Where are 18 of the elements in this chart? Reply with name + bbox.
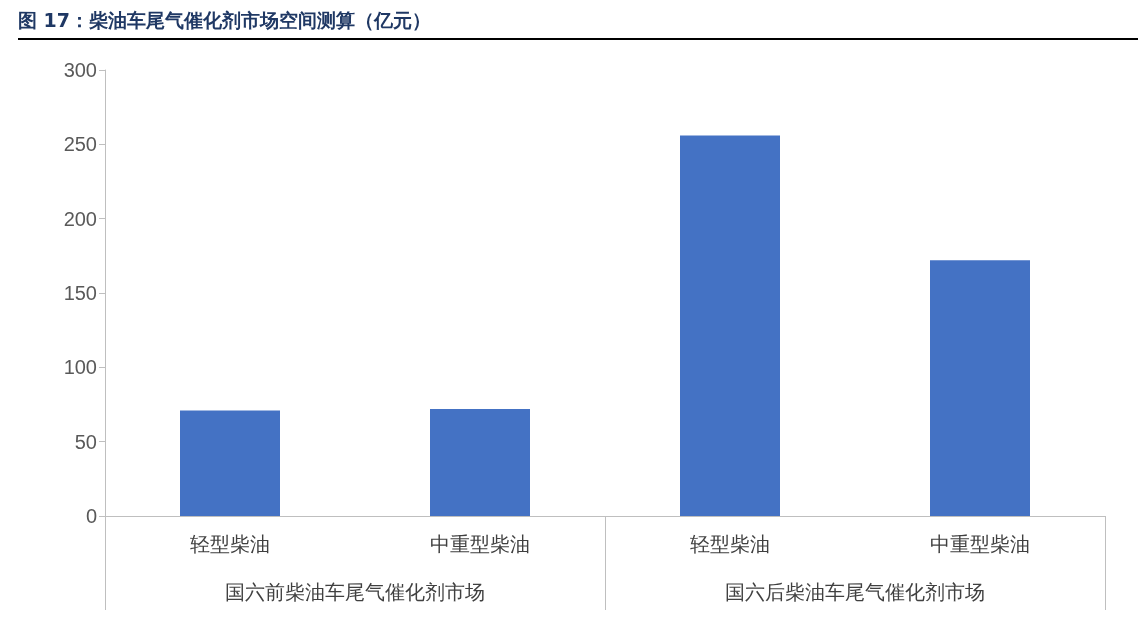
chart-title: 图 17：柴油车尾气催化剂市场空间测算（亿元） bbox=[18, 8, 1138, 40]
bar bbox=[430, 408, 530, 516]
x-tick-label: 轻型柴油 bbox=[190, 532, 270, 556]
x-tick-label: 轻型柴油 bbox=[690, 532, 770, 556]
y-tick-label: 0 bbox=[85, 505, 97, 527]
x-tick-label: 中重型柴油 bbox=[930, 532, 1030, 556]
bar bbox=[680, 135, 780, 516]
bar bbox=[180, 410, 280, 516]
y-tick-label: 200 bbox=[63, 207, 97, 230]
y-tick-label: 150 bbox=[63, 282, 97, 304]
y-tick-label: 300 bbox=[63, 59, 97, 81]
text: 国六前柴油车尾气催化剂市场 bbox=[225, 580, 485, 604]
y-tick-label: 250 bbox=[63, 133, 97, 156]
x-tick-label: 中重型柴油 bbox=[430, 532, 530, 556]
bar bbox=[930, 260, 1030, 516]
y-tick-label: 100 bbox=[63, 356, 97, 379]
y-tick-label: 50 bbox=[74, 430, 97, 453]
text: 国六后柴油车尾气催化剂市场 bbox=[725, 580, 985, 604]
